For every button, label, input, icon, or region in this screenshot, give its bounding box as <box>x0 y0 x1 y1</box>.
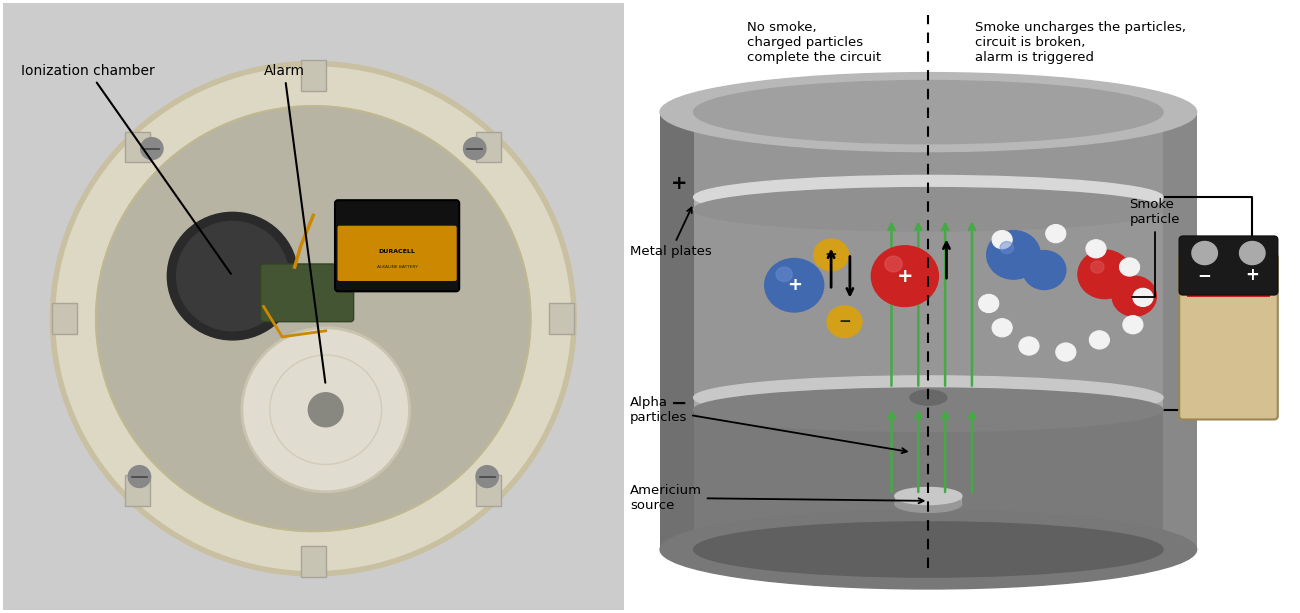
Text: +: + <box>786 276 802 294</box>
Circle shape <box>1000 242 1014 254</box>
Circle shape <box>827 306 862 338</box>
FancyBboxPatch shape <box>335 200 459 291</box>
Ellipse shape <box>694 376 1164 419</box>
Circle shape <box>1086 240 1106 258</box>
Text: ALKALINE BATTERY: ALKALINE BATTERY <box>377 265 417 269</box>
Circle shape <box>308 393 343 427</box>
Circle shape <box>1239 242 1265 265</box>
Text: Americium
source: Americium source <box>630 484 923 512</box>
Circle shape <box>987 230 1040 279</box>
Circle shape <box>764 259 824 312</box>
FancyBboxPatch shape <box>1179 236 1278 295</box>
Circle shape <box>992 319 1013 337</box>
FancyBboxPatch shape <box>1179 254 1278 419</box>
Circle shape <box>464 138 486 159</box>
Circle shape <box>1192 242 1217 265</box>
Circle shape <box>992 230 1013 249</box>
Circle shape <box>1132 288 1153 306</box>
Bar <box>52 303 77 334</box>
Bar <box>125 475 150 506</box>
Ellipse shape <box>894 487 962 504</box>
Circle shape <box>814 239 849 271</box>
Text: Smoke uncharges the particles,
circuit is broken,
alarm is triggered: Smoke uncharges the particles, circuit i… <box>975 21 1187 64</box>
Polygon shape <box>1164 112 1196 549</box>
Circle shape <box>885 256 902 272</box>
Circle shape <box>1091 261 1104 273</box>
Ellipse shape <box>694 188 1164 231</box>
Text: −: − <box>671 394 686 413</box>
Text: DURACELL: DURACELL <box>378 249 416 254</box>
Ellipse shape <box>660 72 1196 151</box>
Bar <box>300 61 326 91</box>
Bar <box>477 475 502 506</box>
Circle shape <box>1123 316 1143 334</box>
Circle shape <box>1056 343 1076 361</box>
Text: Alpha
particles: Alpha particles <box>630 396 907 453</box>
Circle shape <box>1078 250 1131 299</box>
Circle shape <box>242 328 410 492</box>
Ellipse shape <box>694 175 1164 219</box>
Text: −: − <box>1197 265 1212 284</box>
Circle shape <box>129 466 151 487</box>
Polygon shape <box>694 398 1164 409</box>
Text: +: + <box>671 174 688 193</box>
Text: Metal plates: Metal plates <box>630 208 711 258</box>
Ellipse shape <box>910 390 946 405</box>
FancyBboxPatch shape <box>260 264 354 322</box>
Bar <box>550 303 575 334</box>
Polygon shape <box>894 496 962 504</box>
Bar <box>477 132 502 162</box>
Text: Alarm: Alarm <box>264 64 325 383</box>
Ellipse shape <box>694 522 1164 577</box>
Circle shape <box>140 138 162 159</box>
Circle shape <box>177 221 289 331</box>
Circle shape <box>776 267 792 281</box>
Polygon shape <box>694 112 1164 549</box>
Text: Smoke
particle: Smoke particle <box>1130 199 1180 297</box>
Text: Ionization chamber: Ionization chamber <box>21 64 231 274</box>
Ellipse shape <box>894 495 962 512</box>
Circle shape <box>871 246 939 306</box>
Circle shape <box>1112 276 1157 316</box>
Bar <box>300 546 326 577</box>
Circle shape <box>1089 331 1109 349</box>
Circle shape <box>1045 224 1066 243</box>
Circle shape <box>476 466 498 487</box>
Bar <box>125 132 150 162</box>
Polygon shape <box>694 409 1164 549</box>
Polygon shape <box>694 197 1164 209</box>
Circle shape <box>1023 251 1066 289</box>
Text: −: − <box>824 248 837 262</box>
Polygon shape <box>660 112 694 549</box>
Circle shape <box>168 212 298 340</box>
Circle shape <box>1119 258 1140 276</box>
Circle shape <box>96 106 530 531</box>
Ellipse shape <box>660 510 1196 589</box>
Text: +: + <box>1245 265 1260 284</box>
Text: −: − <box>838 314 852 329</box>
Circle shape <box>979 294 998 313</box>
Ellipse shape <box>694 388 1164 432</box>
Ellipse shape <box>694 80 1164 143</box>
Text: No smoke,
charged particles
complete the circuit: No smoke, charged particles complete the… <box>747 21 881 64</box>
Circle shape <box>52 64 575 574</box>
Circle shape <box>1019 337 1039 355</box>
Bar <box>1187 289 1270 297</box>
FancyBboxPatch shape <box>338 226 456 281</box>
Text: +: + <box>897 267 913 286</box>
